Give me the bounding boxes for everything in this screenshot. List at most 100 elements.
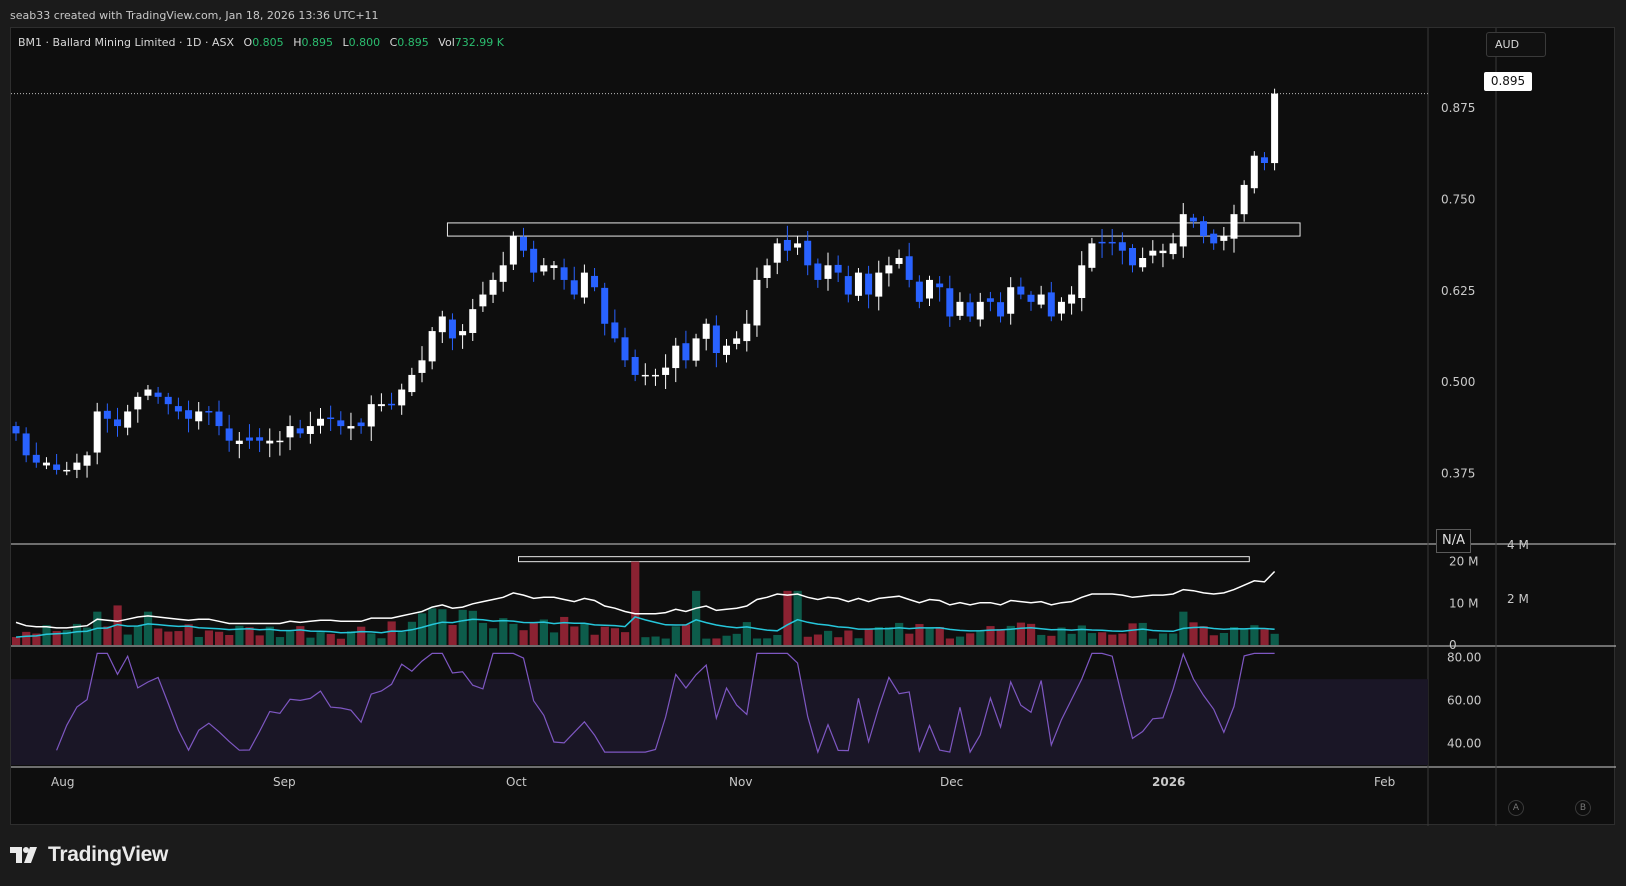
volume-bar [580, 622, 589, 645]
volume-bar [1087, 633, 1097, 645]
auto-scale-button[interactable]: A [1508, 800, 1524, 816]
volume-tick-label: 20 M [1449, 555, 1478, 569]
candle-body [185, 410, 193, 419]
candle-body [621, 337, 629, 361]
candle-body [438, 316, 446, 333]
volume-bar [346, 631, 356, 645]
volume-bar [549, 632, 559, 645]
volume-bar [692, 590, 701, 645]
time-tick-label: Dec [940, 775, 963, 789]
chart-canvas[interactable]: 0.875 0.750 0.625 0.500 0.375 20 M 10 M 0 4 M 2 M… [11, 28, 1616, 826]
rsi-band [11, 679, 1428, 765]
candle-body [591, 275, 599, 288]
time-tick-label: Nov [729, 775, 752, 789]
volume-bar [32, 633, 41, 645]
volume-bar [763, 638, 772, 645]
candle-body [743, 323, 751, 342]
brand[interactable]: TradingView [10, 843, 168, 867]
volume-zone-rectangle [518, 556, 1250, 563]
volume-bar [752, 638, 762, 645]
candle-body [783, 239, 791, 251]
currency-selector[interactable]: AUD [1486, 32, 1546, 57]
volume-bar [925, 627, 934, 645]
volume-bar [225, 635, 234, 645]
candle-body [530, 248, 538, 273]
candle-body [763, 265, 771, 278]
candle-body [966, 302, 974, 317]
volume-bar [245, 627, 254, 645]
candle-body [1088, 243, 1096, 268]
volume-ma-line [15, 570, 1276, 629]
volume-bar [610, 628, 620, 645]
candle-body [885, 265, 893, 274]
chart-watermark-text: seab33 created with TradingView.com, Jan… [10, 9, 379, 22]
volume-bar [783, 590, 792, 645]
candle-body [1098, 241, 1106, 244]
volume-bar [215, 631, 224, 645]
candle-body [854, 272, 862, 296]
volume-bar [428, 608, 437, 645]
open-label: O [243, 36, 253, 49]
volume-bar [275, 637, 285, 645]
time-tick-label: 2026 [1152, 775, 1185, 789]
volume-bar [204, 630, 214, 645]
candle-body [418, 360, 426, 373]
volume-bar [661, 638, 670, 645]
symbol-legend: BM1 · Ballard Mining Limited · 1D · ASX … [18, 36, 504, 49]
candle-body [895, 258, 903, 264]
volume-bar [651, 636, 660, 645]
volume-bar [600, 626, 609, 645]
rsi-tick-label: 80.00 [1447, 651, 1481, 665]
low-label: L [342, 36, 349, 49]
candle-body [317, 418, 324, 426]
volume-bar [621, 632, 630, 645]
candle-body [1271, 93, 1279, 164]
volume-bar [1037, 634, 1046, 645]
volume-bar [133, 625, 142, 645]
candle-body [256, 437, 264, 441]
candle-body [1240, 184, 1248, 215]
candle-body [134, 396, 142, 410]
candle-body [1200, 221, 1208, 237]
volume-bar [377, 638, 386, 645]
candle-body [479, 294, 487, 307]
price-tick-label: 0.750 [1441, 193, 1475, 207]
volume-bar [874, 626, 883, 645]
candle-body [174, 406, 182, 412]
volume-bar [1027, 623, 1036, 645]
candle-body [1139, 258, 1147, 268]
rsi-line [56, 652, 1275, 755]
symbol-title[interactable]: BM1 · Ballard Mining Limited · 1D · ASX [18, 36, 235, 49]
rsi-tick-label: 60.00 [1447, 694, 1481, 708]
time-tick-label: Feb [1374, 775, 1395, 789]
volume-bar [1260, 629, 1269, 645]
volume-bar [844, 630, 853, 645]
volume-bar [1108, 634, 1117, 645]
volume-bar [184, 624, 193, 645]
na-badge[interactable]: N/A [1436, 529, 1471, 553]
log-scale-button[interactable]: B [1575, 800, 1591, 816]
chart-frame[interactable]: 0.875 0.750 0.625 0.500 0.375 20 M 10 M 0 4 M 2 M… [10, 27, 1616, 826]
volume-bar [590, 634, 599, 645]
candle-body [1037, 294, 1045, 305]
volume-bar [1158, 633, 1168, 645]
volume-bar [1057, 627, 1066, 645]
volume-bar [286, 631, 295, 645]
volume-tick-label: 0 [1449, 638, 1457, 652]
candle-body [408, 374, 416, 393]
time-tick-label: Aug [51, 775, 74, 789]
volume-bar [1138, 622, 1147, 645]
candle-body [631, 356, 639, 375]
candle-body [53, 464, 61, 470]
volume-bar [1270, 633, 1279, 645]
candle-body [103, 410, 111, 419]
volume-bar [123, 634, 132, 645]
volume-bar [367, 633, 376, 645]
volume-bar [255, 635, 264, 645]
volume-bar [915, 624, 924, 645]
candle-body [154, 392, 162, 397]
candle-body [1108, 241, 1116, 244]
candle-body [1017, 286, 1025, 295]
tradingview-logo-icon [10, 847, 37, 863]
candle-body [926, 279, 933, 299]
